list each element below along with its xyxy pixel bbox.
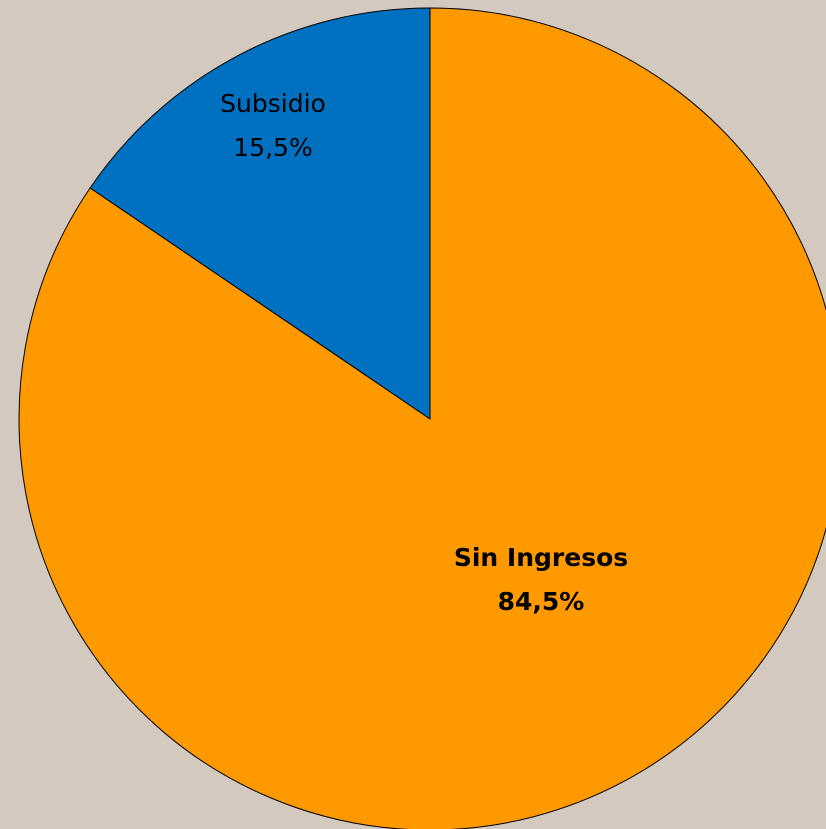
pie-slices — [18, 7, 826, 829]
slice-value-subsidio: 15,5% — [233, 133, 312, 162]
slice-value-sin-ingresos: 84,5% — [498, 587, 585, 616]
slice-label-subsidio: Subsidio — [220, 89, 326, 118]
pie-slice-subsidio — [89, 7, 431, 420]
pie-data-labels: Subsidio 15,5% Sin Ingresos 84,5% — [220, 89, 628, 616]
slice-label-sin-ingresos: Sin Ingresos — [454, 543, 628, 572]
pie-slice-sin-ingresos — [18, 7, 826, 829]
